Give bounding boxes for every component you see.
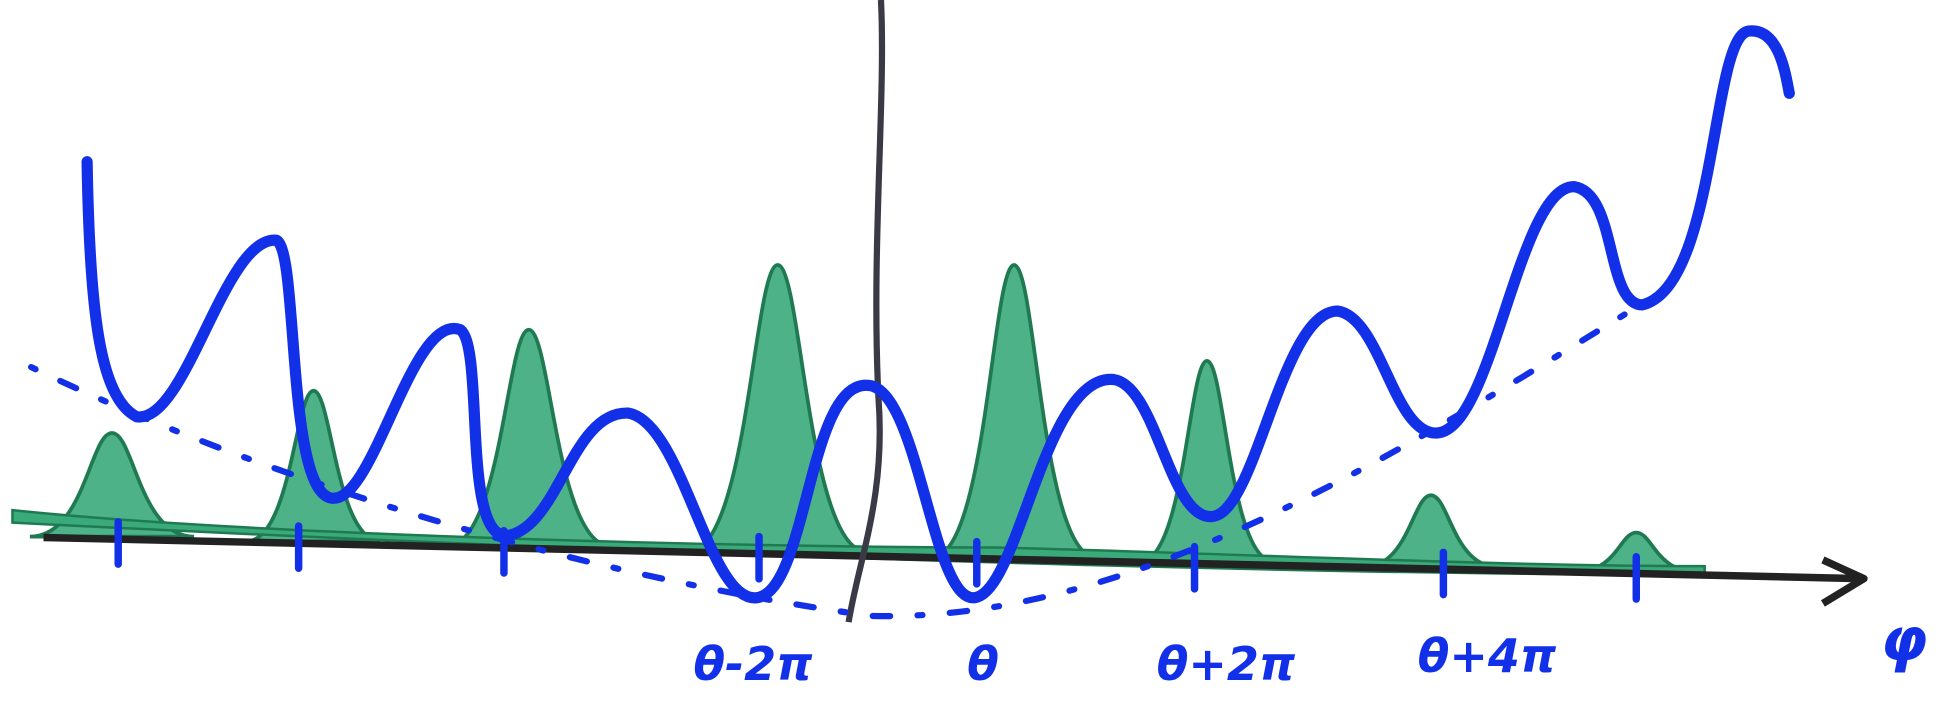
sketch: θ-2π θ θ+2π θ+4π φ	[0, 0, 1951, 720]
tick-label: θ+2π	[1157, 637, 1296, 691]
drawing	[12, 0, 1864, 622]
tick-label: θ	[967, 637, 999, 691]
tick-label: θ-2π	[693, 637, 813, 691]
vertical-line	[849, 0, 882, 622]
green-peak	[1364, 495, 1498, 567]
axis-name: φ	[1881, 605, 1928, 675]
page: θ-2π θ θ+2π θ+4π φ (() => { const data =…	[0, 0, 1951, 720]
tick-label: θ+4π	[1418, 629, 1557, 683]
